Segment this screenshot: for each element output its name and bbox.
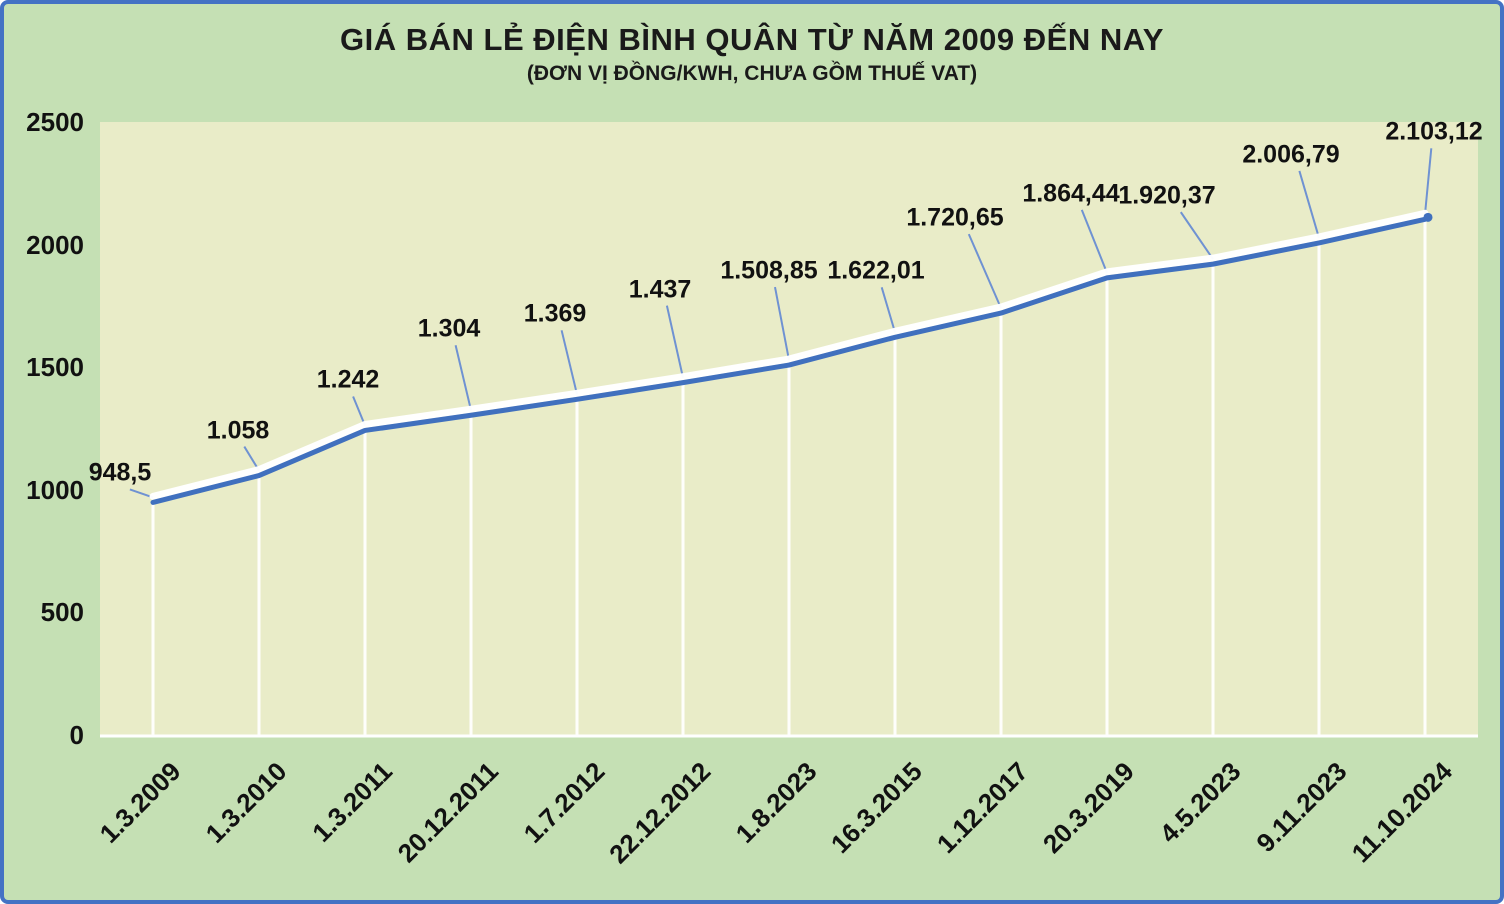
data-label: 1.920,37: [1118, 181, 1216, 210]
y-axis-label: 1500: [26, 352, 84, 383]
leader-line: [665, 305, 684, 378]
y-axis-label: 2500: [26, 107, 84, 137]
chart-plot-svg: [100, 122, 1478, 738]
leader-line: [243, 446, 260, 472]
data-label: 1.242: [316, 365, 380, 394]
price-line-highlight: [149, 209, 1429, 500]
leader-line: [880, 286, 896, 333]
price-line: [150, 216, 1428, 505]
y-axis-label: 2000: [26, 229, 84, 260]
data-label: 2.103,12: [1385, 117, 1483, 146]
leader-line: [129, 488, 154, 499]
leader-line: [560, 330, 578, 395]
leader-line: [967, 233, 1002, 309]
data-label: 1.622,01: [827, 256, 925, 285]
chart-title: GIÁ BÁN LẺ ĐIỆN BÌNH QUÂN TỪ NĂM 2009 ĐẾ…: [340, 22, 1164, 57]
end-marker-dot: [1423, 212, 1433, 222]
chart-subtitle: (ĐƠN VỊ ĐỒNG/KWH, CHƯA GỒM THUẾ VAT): [526, 62, 978, 85]
leader-line: [1080, 209, 1108, 274]
data-label: 1.369: [523, 299, 587, 328]
data-label: 1.437: [628, 275, 692, 304]
leader-line: [1179, 211, 1214, 260]
y-axis-label: 500: [40, 597, 84, 628]
leader-line: [1298, 170, 1320, 239]
data-label: 1.720,65: [906, 203, 1004, 232]
y-axis-label: 0: [69, 720, 84, 750]
data-label: 1.304: [417, 314, 481, 343]
data-label: 2.006,79: [1242, 140, 1340, 169]
data-label: 1.508,85: [720, 256, 818, 285]
leader-line: [774, 286, 790, 361]
leader-line: [1424, 148, 1433, 215]
data-label: 948,5: [88, 458, 152, 487]
y-axis-label: 1000: [26, 474, 84, 505]
leader-line: [454, 345, 472, 411]
leader-line: [352, 396, 366, 426]
data-label: 1.058: [206, 416, 270, 445]
data-label: 1.864,44: [1022, 179, 1120, 208]
